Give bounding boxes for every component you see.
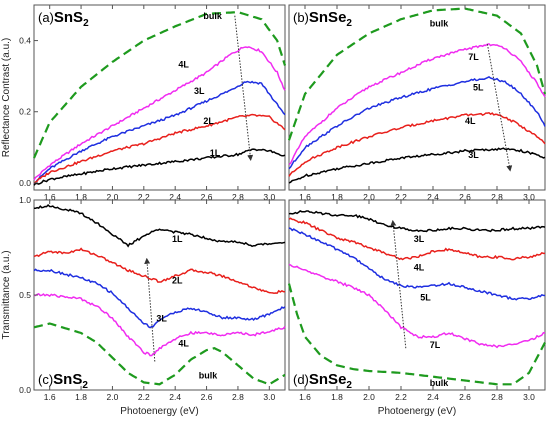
- series-line-3l: [33, 80, 286, 185]
- curve-label-5l: 5L: [420, 293, 431, 303]
- curve-label-bulk: bulk: [203, 11, 222, 21]
- panel-a: bulk 4L 3L 2L 1L 1.6 1.8 2.0 2.2 2.4 2.6 2.8 3.0 0.0 0…: [1, 4, 287, 202]
- x-tick-label: 3.0: [523, 392, 535, 402]
- panel-label: (a)SnS2: [38, 9, 89, 29]
- series-line-4l: [33, 46, 286, 181]
- curve-label-3l: 3L: [468, 150, 479, 160]
- x-tick-label: 2.0: [107, 392, 119, 402]
- series-line-5l: [288, 76, 546, 170]
- x-tick-label: 2.6: [459, 392, 471, 402]
- y-tick-label: 0.0: [19, 178, 31, 188]
- panel-label: (b)SnSe2: [293, 9, 352, 29]
- curve-label-bulk: bulk: [430, 18, 449, 28]
- x-tick-label: 1.8: [75, 392, 87, 402]
- x-tick-label: 1.8: [331, 192, 343, 202]
- curve-label-7l: 7L: [430, 340, 441, 350]
- curve-label-bulk: bulk: [199, 371, 218, 381]
- curve-label-3l: 3L: [194, 86, 205, 96]
- x-tick-label: 1.6: [299, 192, 311, 202]
- series-line-bulk: [287, 283, 546, 386]
- series-line-7l: [288, 43, 546, 166]
- x-tick-label: 2.6: [201, 392, 213, 402]
- x-tick-label: 1.6: [299, 392, 311, 402]
- x-tick-label: 2.8: [491, 392, 503, 402]
- curve-label-7l: 7L: [468, 52, 479, 62]
- x-tick-label: 2.8: [232, 392, 244, 402]
- trend-arrow: [390, 219, 407, 349]
- series-line-3l: [33, 268, 286, 329]
- x-axis-label: Photoenergy (eV): [378, 406, 456, 417]
- x-tick-label: 1.6: [44, 392, 56, 402]
- series-line-7l: [288, 263, 546, 349]
- panel-label: (d)SnSe2: [293, 371, 352, 391]
- y-axis-label: Reflectance Contrast (a.u.): [1, 38, 12, 158]
- panel-b: bulk 7L 5L 4L 3L 1.6 1.8 2.0 2.2 2.4 2.6 2.8 3.0 (b)S…: [287, 4, 547, 202]
- panel-c: 1L 2L 3L 4L bulk 1.6 1.8 2.0 2.2 2.4 2.6 2.8 3.0 0.0 0…: [1, 195, 286, 417]
- x-tick-label: 2.6: [459, 192, 471, 202]
- curve-label-3l: 3L: [414, 234, 425, 244]
- trend-arrow: [486, 44, 513, 172]
- x-tick-label: 3.0: [263, 192, 275, 202]
- plot-frame: [33, 4, 286, 191]
- x-tick-label: 2.2: [395, 392, 407, 402]
- trend-arrow: [144, 257, 156, 362]
- x-tick-label: 2.2: [138, 392, 150, 402]
- x-tick-label: 2.8: [491, 192, 503, 202]
- y-tick-label: 1.0: [19, 195, 31, 205]
- x-tick-label: 3.0: [523, 192, 535, 202]
- curve-label-5l: 5L: [473, 82, 484, 92]
- x-tick-label: 2.4: [169, 392, 181, 402]
- curve-label-1l: 1L: [172, 234, 183, 244]
- series-line-4l: [288, 111, 546, 177]
- curve-label-3l: 3L: [156, 314, 167, 324]
- x-tick-label: 2.0: [363, 392, 375, 402]
- panel-d: 3L 4L 5L 7L bulk 1.6 1.8 2.0 2.2 2.4 2.6 2.8 3.0 (d)S…: [287, 199, 546, 417]
- x-tick-label: 2.6: [201, 192, 213, 202]
- curve-label-4l: 4L: [178, 338, 189, 348]
- x-tick-label: 2.4: [169, 192, 181, 202]
- series-line-3l: [288, 210, 546, 233]
- x-tick-label: 2.0: [107, 192, 119, 202]
- series-line-2l: [33, 113, 286, 184]
- x-tick-label: 1.6: [44, 192, 56, 202]
- curve-label-4l: 4L: [414, 262, 425, 272]
- series-line-1l: [33, 203, 286, 248]
- plot-frame: [288, 4, 546, 191]
- y-tick-label: 0.2: [19, 107, 31, 117]
- x-axis-label: Photoenergy (eV): [120, 406, 198, 417]
- y-tick-label: 0.0: [19, 385, 31, 395]
- x-tick-label: 2.0: [363, 192, 375, 202]
- curve-label-bulk: bulk: [430, 378, 449, 388]
- series-line-5l: [288, 227, 546, 301]
- series-line-bulk: [32, 10, 287, 159]
- series-line-bulk: [33, 322, 286, 386]
- y-tick-label: 0.5: [19, 290, 31, 300]
- curve-label-4l: 4L: [465, 116, 476, 126]
- panel-label: (c)SnS2: [38, 371, 88, 391]
- x-tick-label: 1.8: [331, 392, 343, 402]
- x-tick-label: 2.4: [427, 392, 439, 402]
- curve-label-2l: 2L: [203, 116, 214, 126]
- x-tick-label: 2.2: [395, 192, 407, 202]
- series-line-3l: [288, 147, 546, 184]
- y-axis-label: Transmittance (a.u.): [1, 250, 12, 339]
- series-line-2l: [33, 247, 286, 294]
- curve-label-4l: 4L: [178, 59, 189, 69]
- x-tick-label: 3.0: [263, 392, 275, 402]
- series-line-4l: [33, 293, 286, 357]
- series-line-bulk: [287, 7, 547, 141]
- x-tick-label: 2.2: [138, 192, 150, 202]
- series-line-4l: [288, 217, 545, 261]
- curve-label-1l: 1L: [210, 148, 221, 158]
- x-tick-label: 2.8: [232, 192, 244, 202]
- y-tick-label: 0.4: [19, 36, 31, 46]
- series-line-1l: [33, 148, 286, 186]
- x-tick-label: 1.8: [75, 192, 87, 202]
- curve-label-2l: 2L: [172, 276, 183, 286]
- x-tick-label: 2.4: [427, 192, 439, 202]
